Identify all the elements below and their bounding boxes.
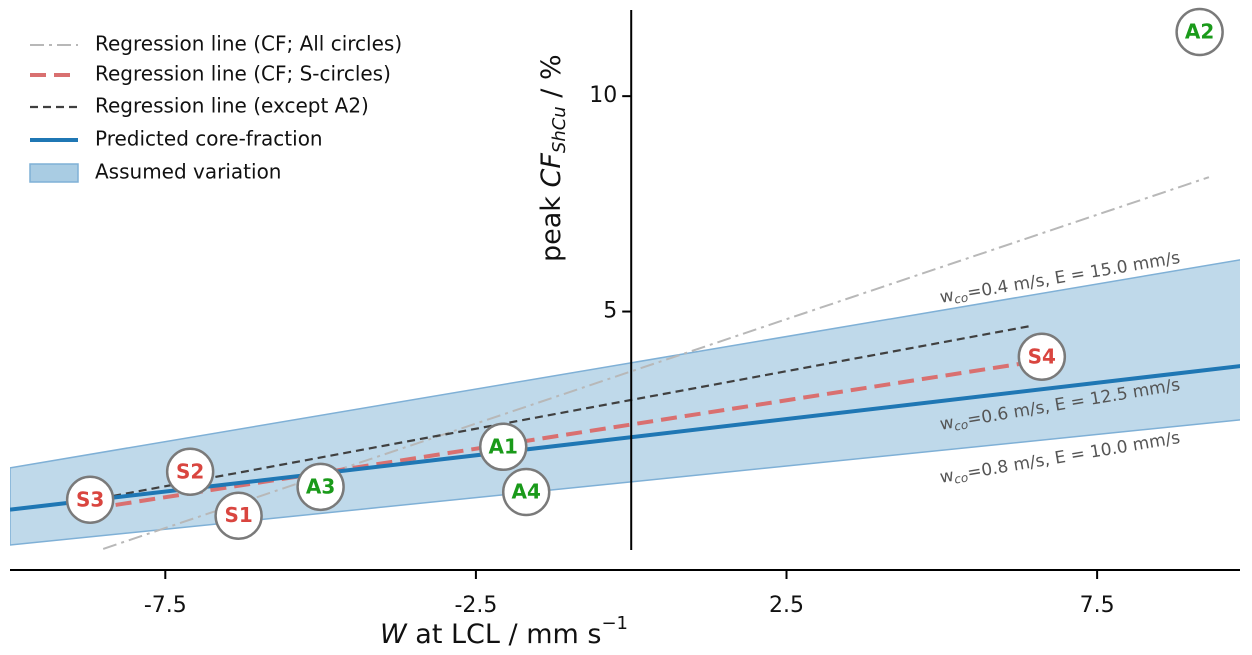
y-tick-label: 5 <box>603 299 617 324</box>
annotation-part: w <box>938 286 955 308</box>
y-label-part: CF <box>536 153 567 188</box>
y-label-part: ShCu <box>549 106 570 153</box>
point-marker <box>65 475 115 525</box>
point-label: A2 <box>1185 19 1214 43</box>
point-label: S4 <box>1028 344 1056 368</box>
annotation-part: co <box>953 290 969 306</box>
y-label-part: / % <box>536 54 567 106</box>
point-label: A3 <box>306 474 335 498</box>
point-label: S1 <box>224 503 252 527</box>
point-label: S3 <box>76 487 104 511</box>
point-marker <box>296 462 345 512</box>
point-marker <box>1017 332 1067 382</box>
annotation-part: w <box>938 466 955 488</box>
point-label: S2 <box>176 459 204 483</box>
point-marker <box>214 491 263 540</box>
annotation-part: co <box>953 470 969 486</box>
x-label-part: −1 <box>601 613 628 634</box>
x-label-part: at LCL / mm s <box>407 619 602 650</box>
legend-label: Assumed variation <box>95 160 281 184</box>
regression-line <box>10 364 1240 512</box>
legend-label: Regression line (CF; S-circles) <box>95 62 391 86</box>
legend-label: Regression line (CF; All circles) <box>95 32 402 56</box>
x-tick-label: 2.5 <box>769 593 804 618</box>
legend-swatch <box>29 163 79 183</box>
x-label-part: W <box>380 619 408 650</box>
y-label-part: peak <box>536 187 567 262</box>
x-axis-label: W at LCL / mm s−1 <box>380 613 628 650</box>
point-marker <box>478 422 528 472</box>
annotation-part: co <box>953 417 969 433</box>
point-marker <box>165 447 215 497</box>
regression-line <box>102 176 1210 550</box>
point-label: A4 <box>512 480 541 504</box>
point-label: A1 <box>489 434 518 458</box>
legend-label: Regression line (except A2) <box>95 94 369 118</box>
y-tick-label: 10 <box>589 83 617 108</box>
x-tick-label: -7.5 <box>144 593 187 618</box>
legend-label: Predicted core-fraction <box>95 127 323 151</box>
point-marker <box>501 467 551 517</box>
x-tick-label: 7.5 <box>1080 593 1115 618</box>
annotation-part: w <box>938 413 955 435</box>
y-axis-label: peak CFShCu / % <box>536 54 571 262</box>
x-tick-label: -2.5 <box>454 593 497 618</box>
point-marker <box>1175 7 1224 57</box>
